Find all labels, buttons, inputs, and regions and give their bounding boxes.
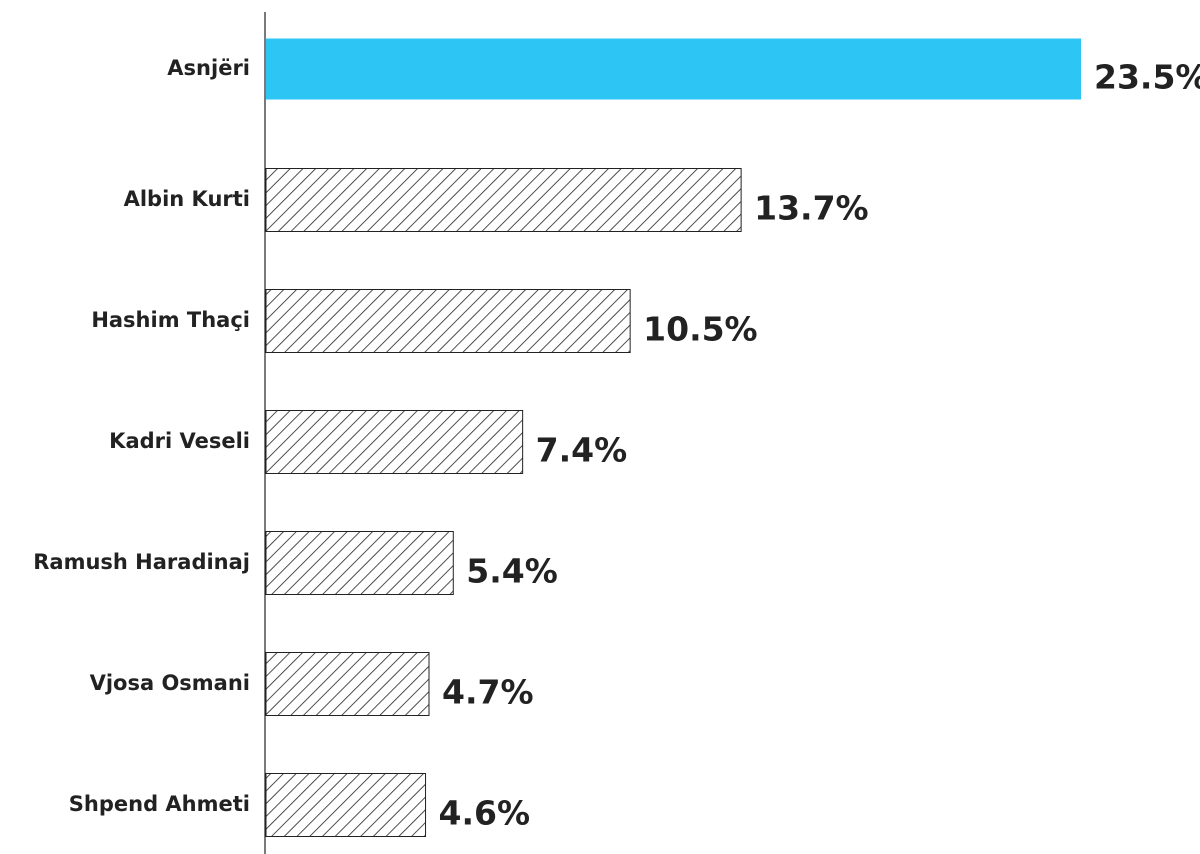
bar <box>266 38 1081 100</box>
category-label: Shpend Ahmeti <box>69 792 250 816</box>
category-label: Hashim Thaçi <box>91 308 250 332</box>
value-label: 13.7% <box>754 189 869 228</box>
category-label: Vjosa Osmani <box>90 671 250 695</box>
value-label: 23.5% <box>1094 58 1200 97</box>
bar <box>265 652 430 716</box>
bar <box>265 773 427 837</box>
category-label: Ramush Haradinaj <box>33 550 250 574</box>
category-label: Kadri Veseli <box>109 429 250 453</box>
bar <box>265 168 742 232</box>
value-label: 4.7% <box>442 673 534 712</box>
category-label: Asnjëri <box>167 56 250 80</box>
bar <box>265 289 631 353</box>
bar <box>265 410 524 474</box>
value-label: 4.6% <box>439 794 531 833</box>
category-label: Albin Kurti <box>124 187 250 211</box>
value-label: 10.5% <box>643 310 758 349</box>
bar <box>265 531 454 595</box>
value-label: 5.4% <box>466 552 558 591</box>
value-label: 7.4% <box>536 431 628 470</box>
